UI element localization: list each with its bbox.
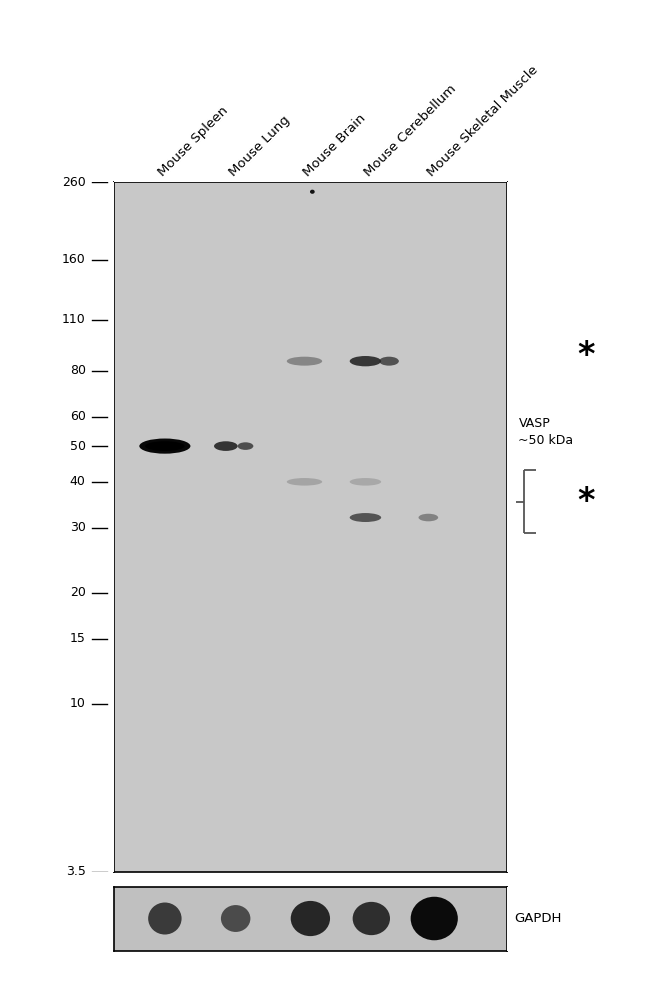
Text: 60: 60	[70, 411, 86, 424]
Ellipse shape	[238, 442, 254, 450]
Ellipse shape	[287, 478, 322, 486]
Text: *: *	[577, 486, 594, 518]
Text: Mouse Skeletal Muscle: Mouse Skeletal Muscle	[425, 63, 541, 179]
Text: 3.5: 3.5	[66, 865, 86, 879]
Text: 15: 15	[70, 632, 86, 645]
Text: 40: 40	[70, 476, 86, 489]
Text: GAPDH: GAPDH	[514, 912, 562, 925]
Ellipse shape	[214, 441, 238, 451]
Ellipse shape	[353, 902, 390, 935]
Ellipse shape	[411, 896, 458, 941]
Ellipse shape	[350, 356, 381, 366]
Text: VASP
~50 kDa: VASP ~50 kDa	[519, 418, 573, 447]
Text: Mouse Cerebellum: Mouse Cerebellum	[362, 82, 459, 179]
Text: 20: 20	[70, 586, 86, 599]
Text: 30: 30	[70, 521, 86, 534]
Ellipse shape	[379, 357, 399, 365]
Ellipse shape	[148, 902, 181, 935]
Text: 10: 10	[70, 697, 86, 710]
Ellipse shape	[287, 357, 322, 365]
Ellipse shape	[310, 190, 315, 194]
Ellipse shape	[139, 438, 190, 454]
Ellipse shape	[350, 478, 381, 486]
Ellipse shape	[291, 901, 330, 936]
Text: 80: 80	[70, 364, 86, 377]
Ellipse shape	[145, 441, 185, 451]
Ellipse shape	[221, 905, 250, 932]
Text: 110: 110	[62, 313, 86, 326]
Text: Mouse Lung: Mouse Lung	[226, 113, 292, 179]
Text: Mouse Brain: Mouse Brain	[301, 111, 369, 179]
Ellipse shape	[350, 513, 381, 522]
Text: *: *	[577, 339, 594, 372]
Text: 160: 160	[62, 253, 86, 266]
Text: 50: 50	[70, 439, 86, 452]
Text: Mouse Spleen: Mouse Spleen	[156, 103, 231, 179]
Ellipse shape	[419, 514, 438, 521]
Text: 260: 260	[62, 175, 86, 189]
